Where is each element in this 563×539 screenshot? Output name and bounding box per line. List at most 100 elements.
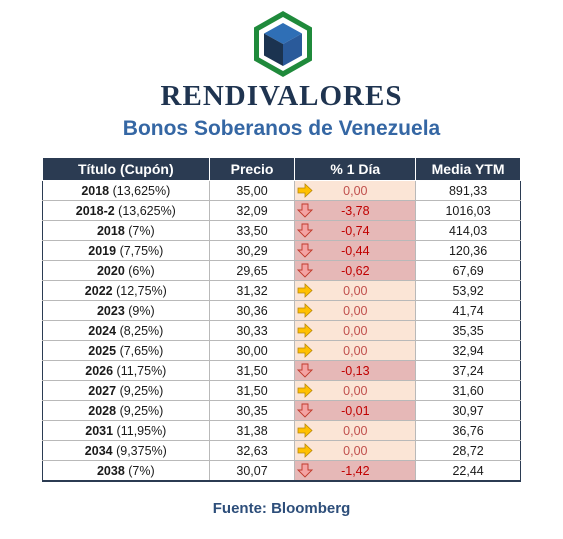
bond-price: 31,50 xyxy=(208,360,296,381)
table-row: 2023 (9%) 30,36 0,00 41,74 xyxy=(42,300,521,321)
bond-title: 2031 (11,95%) xyxy=(42,420,210,441)
bond-title: 2038 (7%) xyxy=(42,460,210,482)
bond-ytm: 32,94 xyxy=(415,340,521,361)
bond-change-cell: -0,74 xyxy=(294,220,417,241)
bond-ytm: 120,36 xyxy=(415,240,521,261)
bond-change-cell: 0,00 xyxy=(294,420,417,441)
arrow-right-icon xyxy=(297,423,314,438)
bond-change: -0,74 xyxy=(341,223,370,238)
bond-year: 2025 xyxy=(88,343,117,358)
arrow-right-icon xyxy=(297,183,314,198)
table-row: 2019 (7,75%) 30,29 -0,44 120,36 xyxy=(42,240,521,261)
bond-change: 0,00 xyxy=(343,423,368,438)
bond-change: -1,42 xyxy=(341,463,370,478)
bond-change: 0,00 xyxy=(343,343,368,358)
bond-coupon: (9,375%) xyxy=(112,443,167,458)
header-title: Título (Cupón) xyxy=(42,157,210,181)
bond-ytm: 414,03 xyxy=(415,220,521,241)
bond-title: 2026 (11,75%) xyxy=(42,360,210,381)
bond-year: 2020 xyxy=(96,263,125,278)
bond-coupon: (7,75%) xyxy=(116,243,164,258)
bond-year: 2023 xyxy=(96,303,125,318)
bond-title: 2034 (9,375%) xyxy=(42,440,210,461)
bond-change-cell: -3,78 xyxy=(294,200,417,221)
table-row: 2031 (11,95%) 31,38 0,00 36,76 xyxy=(42,420,521,441)
bond-coupon: (13,625%) xyxy=(109,183,171,198)
bond-change: -3,78 xyxy=(341,203,370,218)
bond-year: 2018 xyxy=(96,223,125,238)
bond-change: 0,00 xyxy=(343,323,368,338)
source-note: Fuente: Bloomberg xyxy=(212,500,351,517)
bond-change-cell: -0,62 xyxy=(294,260,417,281)
table-row: 2038 (7%) 30,07 -1,42 22,44 xyxy=(42,460,521,482)
bond-change: 0,00 xyxy=(343,183,368,198)
bond-change-cell: 0,00 xyxy=(294,280,417,301)
bond-price: 31,38 xyxy=(208,420,296,441)
arrow-down-icon xyxy=(297,463,314,478)
arrow-down-icon xyxy=(297,363,314,378)
bond-change-cell: -1,42 xyxy=(294,460,417,482)
bond-price: 35,00 xyxy=(208,180,296,201)
bond-ytm: 30,97 xyxy=(415,400,521,421)
bond-ytm: 53,92 xyxy=(415,280,521,301)
table-row: 2024 (8,25%) 30,33 0,00 35,35 xyxy=(42,320,521,341)
bond-ytm: 891,33 xyxy=(415,180,521,201)
bond-year: 2031 xyxy=(85,423,114,438)
bond-coupon: (8,25%) xyxy=(116,323,164,338)
header-price: Precio xyxy=(208,157,296,181)
bond-change: 0,00 xyxy=(343,443,368,458)
bond-title: 2018-2 (13,625%) xyxy=(42,200,210,221)
bond-ytm: 37,24 xyxy=(415,360,521,381)
bond-price: 30,35 xyxy=(208,400,296,421)
bond-title: 2018 (13,625%) xyxy=(42,180,210,201)
bond-price: 30,33 xyxy=(208,320,296,341)
bond-year: 2019 xyxy=(88,243,117,258)
bond-ytm: 22,44 xyxy=(415,460,521,482)
bond-ytm: 35,35 xyxy=(415,320,521,341)
table-row: 2022 (12,75%) 31,32 0,00 53,92 xyxy=(42,280,521,301)
bond-change: 0,00 xyxy=(343,303,368,318)
header-change: % 1 Día xyxy=(294,157,417,181)
bond-year: 2024 xyxy=(88,323,117,338)
table-row: 2026 (11,75%) 31,50 -0,13 37,24 xyxy=(42,360,521,381)
bond-coupon: (11,75%) xyxy=(113,363,167,378)
table-row: 2034 (9,375%) 32,63 0,00 28,72 xyxy=(42,440,521,461)
table-row: 2018 (13,625%) 35,00 0,00 891,33 xyxy=(42,180,521,201)
brand-name: RENDIVALORES xyxy=(160,80,403,112)
table-row: 2028 (9,25%) 30,35 -0,01 30,97 xyxy=(42,400,521,421)
arrow-down-icon xyxy=(297,243,314,258)
table-row: 2018-2 (13,625%) 32,09 -3,78 1016,03 xyxy=(42,200,521,221)
cube-logo-icon xyxy=(254,11,312,77)
bond-coupon: (7%) xyxy=(124,463,155,478)
bond-coupon: (12,75%) xyxy=(112,283,167,298)
bond-change: -0,01 xyxy=(341,403,370,418)
bond-change-cell: 0,00 xyxy=(294,300,417,321)
bond-year: 2026 xyxy=(85,363,114,378)
bond-title: 2024 (8,25%) xyxy=(42,320,210,341)
bond-title: 2019 (7,75%) xyxy=(42,240,210,261)
bond-year: 2028 xyxy=(88,403,117,418)
bond-price: 30,07 xyxy=(208,460,296,482)
bond-change-cell: 0,00 xyxy=(294,180,417,201)
bond-title: 2023 (9%) xyxy=(42,300,210,321)
bond-change-cell: 0,00 xyxy=(294,320,417,341)
bond-change-cell: 0,00 xyxy=(294,380,417,401)
bond-ytm: 1016,03 xyxy=(415,200,521,221)
bond-price: 29,65 xyxy=(208,260,296,281)
bond-price: 30,29 xyxy=(208,240,296,261)
bond-year: 2018 xyxy=(81,183,110,198)
page-title: Bonos Soberanos de Venezuela xyxy=(122,117,441,140)
bond-title: 2022 (12,75%) xyxy=(42,280,210,301)
bond-coupon: (13,625%) xyxy=(114,203,176,218)
bond-title: 2028 (9,25%) xyxy=(42,400,210,421)
arrow-down-icon xyxy=(297,203,314,218)
bond-year: 2022 xyxy=(84,283,113,298)
arrow-right-icon xyxy=(297,383,314,398)
header-ytm: Media YTM xyxy=(415,157,521,181)
bond-coupon: (7%) xyxy=(124,223,155,238)
arrow-down-icon xyxy=(297,403,314,418)
bond-ytm: 28,72 xyxy=(415,440,521,461)
bond-coupon: (7,65%) xyxy=(116,343,164,358)
bond-change-cell: -0,44 xyxy=(294,240,417,261)
table-row: 2025 (7,65%) 30,00 0,00 32,94 xyxy=(42,340,521,361)
